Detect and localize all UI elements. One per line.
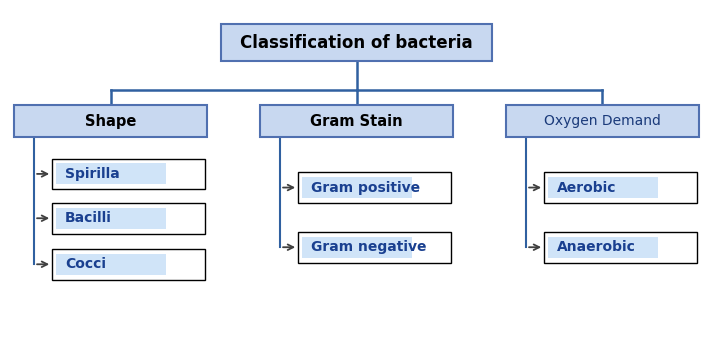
Text: Aerobic: Aerobic bbox=[557, 180, 616, 195]
Text: Bacilli: Bacilli bbox=[65, 211, 112, 225]
Bar bbox=[548, 237, 658, 258]
Bar bbox=[221, 24, 492, 61]
Bar bbox=[544, 172, 697, 203]
Bar bbox=[14, 105, 207, 137]
Text: Oxygen Demand: Oxygen Demand bbox=[544, 114, 661, 128]
Bar bbox=[52, 159, 205, 189]
Bar bbox=[302, 177, 412, 198]
Text: Cocci: Cocci bbox=[65, 257, 106, 271]
Text: Gram positive: Gram positive bbox=[311, 180, 420, 195]
Text: Shape: Shape bbox=[85, 114, 136, 129]
Bar bbox=[548, 177, 658, 198]
Bar bbox=[544, 232, 697, 263]
Bar bbox=[506, 105, 699, 137]
Bar bbox=[52, 249, 205, 280]
Bar bbox=[52, 203, 205, 234]
Bar bbox=[56, 254, 166, 275]
Bar bbox=[56, 163, 166, 184]
Bar bbox=[298, 232, 451, 263]
Bar bbox=[302, 237, 412, 258]
Text: Spirilla: Spirilla bbox=[65, 167, 120, 181]
Text: Gram Stain: Gram Stain bbox=[310, 114, 403, 129]
Text: Classification of bacteria: Classification of bacteria bbox=[240, 34, 473, 51]
Text: Anaerobic: Anaerobic bbox=[557, 240, 636, 254]
Text: Gram negative: Gram negative bbox=[311, 240, 426, 254]
Bar bbox=[298, 172, 451, 203]
Bar bbox=[260, 105, 453, 137]
Bar bbox=[56, 208, 166, 229]
